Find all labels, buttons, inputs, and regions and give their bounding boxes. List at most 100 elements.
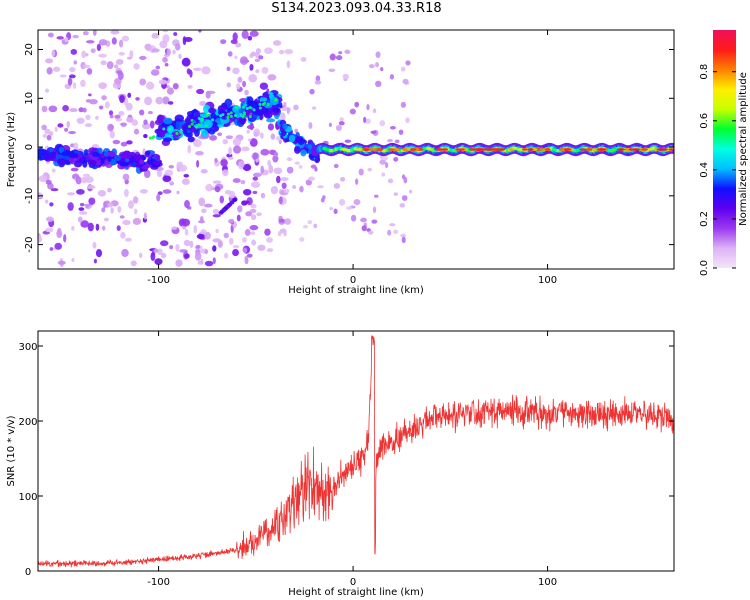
spectrogram-cell xyxy=(153,248,159,253)
spectrogram-cell xyxy=(233,114,237,118)
spectrogram-cell xyxy=(379,120,386,127)
spectrogram-cell xyxy=(379,159,387,165)
spectrogram-cell xyxy=(205,183,214,192)
spectrogram-cell xyxy=(73,142,79,151)
spectrogram-cell xyxy=(218,210,224,215)
spectrogram-cell xyxy=(88,93,92,97)
spectrogram-cell xyxy=(56,229,63,239)
spectrogram-cell xyxy=(344,139,352,143)
spectrogram-cell xyxy=(270,133,276,140)
spectrogram-cell xyxy=(239,56,249,65)
spectrogram-cell xyxy=(46,134,52,141)
spectrogram-cell xyxy=(401,236,406,244)
spectrogram-cell xyxy=(69,108,78,113)
spectrogram-cell xyxy=(98,105,104,110)
spectrogram-cell xyxy=(69,66,76,73)
spectrogram-cell xyxy=(387,148,395,151)
spectrogram-cell xyxy=(113,155,121,162)
spectrogram-xtick-label: -100 xyxy=(147,275,170,286)
spectrogram-cell xyxy=(307,176,315,181)
spectrogram-cell xyxy=(282,123,288,130)
spectrogram-cell xyxy=(292,184,296,189)
spectrogram-cell xyxy=(393,156,399,162)
spectrogram-cell xyxy=(252,172,262,177)
spectrogram-cell xyxy=(181,178,190,185)
spectrogram-cell xyxy=(198,197,206,207)
spectrogram-cell xyxy=(144,169,151,179)
spectrogram-cell xyxy=(486,148,493,151)
colorbar-label: Normalized spectral amplitude xyxy=(738,72,749,226)
spectrogram-cell xyxy=(241,30,249,39)
spectrogram-cell xyxy=(118,39,124,48)
spectrogram-cell xyxy=(260,165,265,174)
spectrogram-cell xyxy=(179,130,183,134)
spectrogram-cell xyxy=(201,66,211,75)
spectrogram-cell xyxy=(366,103,370,111)
snr-frame xyxy=(37,330,675,572)
spectrogram-cell xyxy=(86,67,93,75)
spectrogram-cell xyxy=(76,189,85,195)
spectrogram-cell xyxy=(72,34,79,39)
spectrogram-cell xyxy=(44,128,51,135)
spectrogram-cell xyxy=(578,148,587,151)
spectrogram-cell xyxy=(250,214,257,221)
spectrogram-cell xyxy=(92,241,97,249)
spectrogram-cell xyxy=(145,43,152,52)
spectrogram-cell xyxy=(109,130,115,139)
spectrogram-cell xyxy=(393,229,399,235)
spectrogram-cell xyxy=(187,144,192,154)
spectrogram-cell xyxy=(193,67,202,72)
spectrogram-cell xyxy=(96,43,102,52)
spectrogram-cell xyxy=(299,185,304,193)
spectrogram-cell xyxy=(208,107,216,114)
spectrogram-cell xyxy=(212,257,216,265)
spectrogram-cell xyxy=(68,131,77,135)
spectrogram-cell xyxy=(98,82,107,89)
spectrogram-cell xyxy=(241,115,245,119)
spectrogram-cell xyxy=(197,123,201,127)
spectrogram-cell xyxy=(273,167,283,175)
spectrogram-cell xyxy=(497,148,506,151)
spectrogram-cell xyxy=(240,160,245,168)
spectrogram-cell xyxy=(267,123,274,131)
spectrogram-cell xyxy=(219,195,225,204)
spectrogram-cell xyxy=(80,176,88,184)
colorbar-gradient xyxy=(713,30,736,268)
spectrogram-cell xyxy=(286,157,293,162)
spectrogram-cell xyxy=(267,74,277,81)
spectrogram-cell xyxy=(174,114,185,123)
spectrogram-cell xyxy=(41,105,48,113)
spectrogram-cell xyxy=(122,173,130,181)
spectrogram-cell xyxy=(145,150,151,155)
spectrogram-cell xyxy=(259,132,264,139)
spectrogram-cell xyxy=(270,185,279,195)
spectrogram-cell xyxy=(354,101,360,108)
spectrogram-cell xyxy=(45,216,54,222)
spectrogram-cell xyxy=(333,208,338,215)
spectrogram-cell xyxy=(64,127,69,132)
spectrogram-cell xyxy=(175,121,180,129)
spectrogram-cell xyxy=(85,114,91,121)
spectrogram-cell xyxy=(294,161,300,165)
spectrogram-cell xyxy=(232,248,239,257)
spectrogram-cell xyxy=(57,158,67,166)
spectrogram-cell xyxy=(434,148,443,151)
spectrogram-cell xyxy=(259,97,268,102)
spectrogram-cell xyxy=(44,58,54,64)
spectrogram-cell xyxy=(228,190,236,199)
spectrogram-cell xyxy=(226,82,232,88)
spectrogram-cell xyxy=(208,129,216,135)
spectrogram-cell xyxy=(118,51,125,56)
spectrogram-cell xyxy=(98,53,108,58)
spectrogram-cell xyxy=(162,175,172,183)
spectrogram-cell xyxy=(300,56,307,62)
spectrogram-cell xyxy=(236,214,241,222)
spectrogram-cell xyxy=(278,196,283,205)
spectrogram-cell xyxy=(558,148,566,151)
spectrogram-cell xyxy=(77,216,83,223)
spectrogram-cell xyxy=(476,148,485,151)
spectrogram-cell xyxy=(117,71,124,81)
spectrogram-cell xyxy=(385,162,389,169)
spectrogram-cell xyxy=(129,156,135,164)
spectrogram-cell xyxy=(241,200,250,204)
